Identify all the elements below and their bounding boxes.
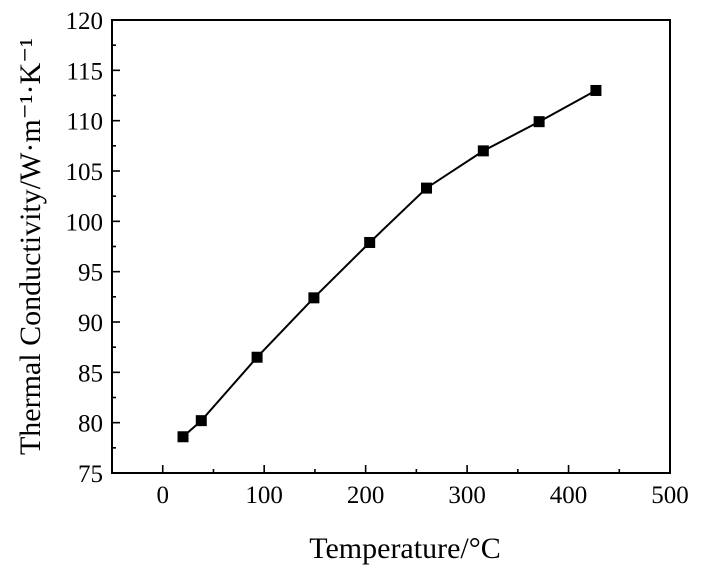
data-point-4 [364,236,376,248]
series-markers [177,84,602,443]
y-tick-label-5: 100 [66,209,104,236]
y-tick-label-8: 115 [66,58,103,85]
plot-area: 0 100 200 300 400 500 75 80 85 90 95 100 105 110 115 1… [66,8,689,509]
data-point-3 [308,292,320,304]
x-tick-label-3: 300 [448,482,486,509]
data-point-7 [533,116,545,128]
x-axis-tick-labels: 0 100 200 300 400 500 [156,482,688,509]
y-tick-label-1: 80 [78,411,103,438]
y-tick-label-3: 90 [78,310,103,337]
data-point-6 [477,145,489,157]
plot-frame [111,19,671,474]
y-tick-label-2: 85 [78,360,103,387]
x-tick-label-5: 500 [651,482,689,509]
y-axis-tick-labels: 75 80 85 90 95 100 105 110 115 120 [66,8,104,488]
x-tick-label-4: 400 [550,482,588,509]
y-axis-ticks [112,19,120,474]
y-tick-label-7: 110 [66,109,103,136]
x-tick-label-1: 100 [245,482,283,509]
data-point-1 [195,415,207,427]
y-tick-label-0: 75 [78,461,103,488]
y-tick-label-6: 105 [66,159,104,186]
y-tick-label-4: 95 [78,260,103,287]
data-point-5 [421,182,433,194]
y-tick-label-9: 120 [66,8,104,35]
data-point-8 [590,84,602,96]
x-tick-label-2: 200 [347,482,385,509]
y-axis-title: Thermal Conductivity/W·m⁻¹·K⁻¹ [14,38,47,455]
series-line [182,89,597,438]
data-point-2 [251,351,263,363]
x-axis-ticks [111,465,671,473]
x-axis-title: Temperature/°C [309,532,500,565]
data-point-0 [177,431,189,443]
x-tick-label-0: 0 [156,482,169,509]
